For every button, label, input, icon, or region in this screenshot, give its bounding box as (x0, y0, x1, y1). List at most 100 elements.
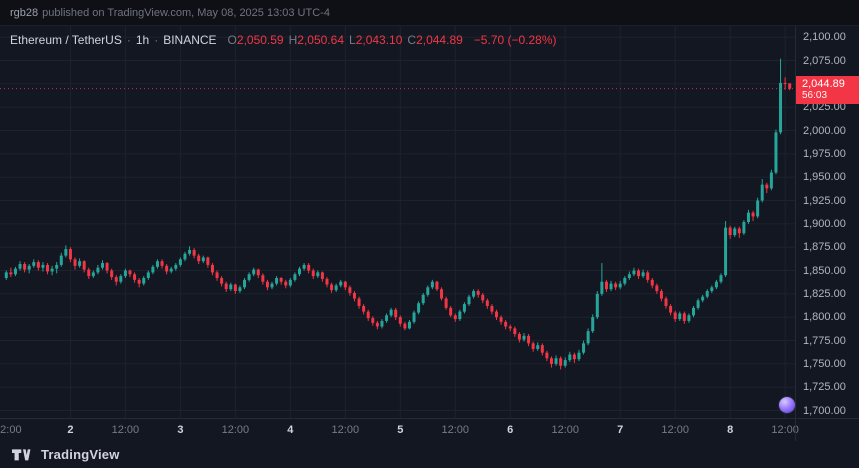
candle-body (774, 132, 778, 173)
candle-body (614, 283, 618, 288)
price-tick-label: 2,000.00 (803, 124, 846, 137)
candle-body (366, 311, 370, 319)
candle-body (623, 278, 627, 284)
price-tick-label: 1,850.00 (803, 264, 846, 277)
candle-body (398, 317, 402, 324)
candle-body (664, 298, 668, 306)
candle-body (105, 263, 109, 271)
candle-body (302, 264, 306, 269)
candle-body (238, 287, 242, 292)
candle-body (517, 334, 521, 340)
candle-body (462, 304, 466, 312)
open-label: O (227, 33, 237, 47)
candle-body (582, 343, 586, 353)
candle-body (678, 313, 682, 320)
candle-body (531, 343, 535, 349)
candle-body (146, 272, 150, 278)
candle-body (229, 284, 233, 290)
candle-body (256, 269, 260, 276)
candle-body (737, 228, 741, 234)
brand-name[interactable]: TradingView (41, 447, 120, 462)
price-tick-label: 1,800.00 (803, 311, 846, 324)
candle-body (536, 345, 540, 349)
time-tick-label: 12:00 (551, 424, 579, 436)
chart-canvas[interactable] (0, 26, 795, 418)
candle-body (339, 281, 343, 286)
candle-body (174, 264, 178, 269)
candle-body (23, 264, 27, 270)
candle-body (394, 309, 398, 318)
candle-body (243, 279, 247, 288)
candle-body (540, 345, 544, 353)
tradingview-logo-icon[interactable] (12, 447, 34, 462)
candle-body (742, 222, 746, 234)
price-tick-label: 1,975.00 (803, 147, 846, 160)
candle-body (183, 253, 187, 260)
candle-body (504, 321, 508, 327)
price-tick-label: 1,725.00 (803, 381, 846, 394)
candle-body (380, 320, 384, 327)
price-tick-label: 1,825.00 (803, 287, 846, 300)
candle-body (783, 82, 787, 84)
candle-body (430, 281, 434, 288)
candle-body (123, 270, 127, 277)
candle-body (632, 270, 636, 275)
candle-body (362, 306, 366, 312)
time-tick-label: 4 (287, 424, 294, 436)
candle-body (385, 315, 389, 321)
close-value: 2,044.89 (416, 33, 463, 47)
candle-body (549, 358, 553, 364)
candle-body (165, 265, 169, 272)
candle-body (577, 352, 581, 360)
crystal-ball-icon[interactable] (779, 397, 795, 413)
candle-body (669, 306, 673, 313)
candle-body (513, 328, 517, 334)
candle-body (659, 291, 663, 299)
interval-label[interactable]: 1h (135, 33, 150, 47)
candle-body (444, 298, 448, 308)
candle-body (696, 300, 700, 308)
candle-body (403, 323, 407, 329)
candle-body (215, 272, 219, 278)
candle-body (233, 284, 237, 292)
candle-body (788, 83, 792, 89)
footer-bar: TradingView (0, 441, 859, 468)
candle-body (618, 283, 622, 288)
candle-body (426, 287, 430, 295)
candle-body (27, 265, 31, 270)
publish-bar: rgb28 published on TradingView.com, May … (0, 0, 859, 26)
time-tick-label: 12:00 (441, 424, 470, 436)
candle-body (334, 285, 338, 291)
candle-body (765, 184, 769, 189)
candle-body (485, 300, 489, 306)
candle-body (32, 262, 36, 266)
candle-body (188, 250, 192, 254)
price-tick-label: 1,750.00 (803, 357, 846, 370)
candle-body (247, 274, 251, 280)
symbol-title[interactable]: Ethereum / TetherUS (10, 33, 122, 47)
candle-body (604, 281, 608, 290)
candle-body (701, 296, 705, 301)
low-value: 2,043.10 (355, 33, 403, 47)
price-change: −5.70 (−0.28%) (473, 33, 557, 47)
candle-body (36, 262, 40, 268)
low-label: L (349, 33, 356, 47)
candle-body (210, 264, 214, 273)
candle-body (206, 257, 210, 265)
candle-body (279, 278, 283, 282)
candle-body (527, 335, 531, 344)
candle-body (467, 296, 471, 305)
low-group: L2,043.10 (349, 33, 402, 47)
candle-body (371, 318, 375, 323)
candle-body (591, 317, 595, 332)
time-tick-label: 6 (507, 424, 514, 436)
candle-body (559, 358, 563, 366)
candle-body (192, 250, 196, 256)
candle-body (101, 263, 104, 268)
candle-body (728, 227, 732, 236)
candle-body (490, 306, 494, 312)
candle-body (440, 289, 444, 299)
candle-body (252, 269, 256, 275)
candle-body (78, 261, 82, 266)
